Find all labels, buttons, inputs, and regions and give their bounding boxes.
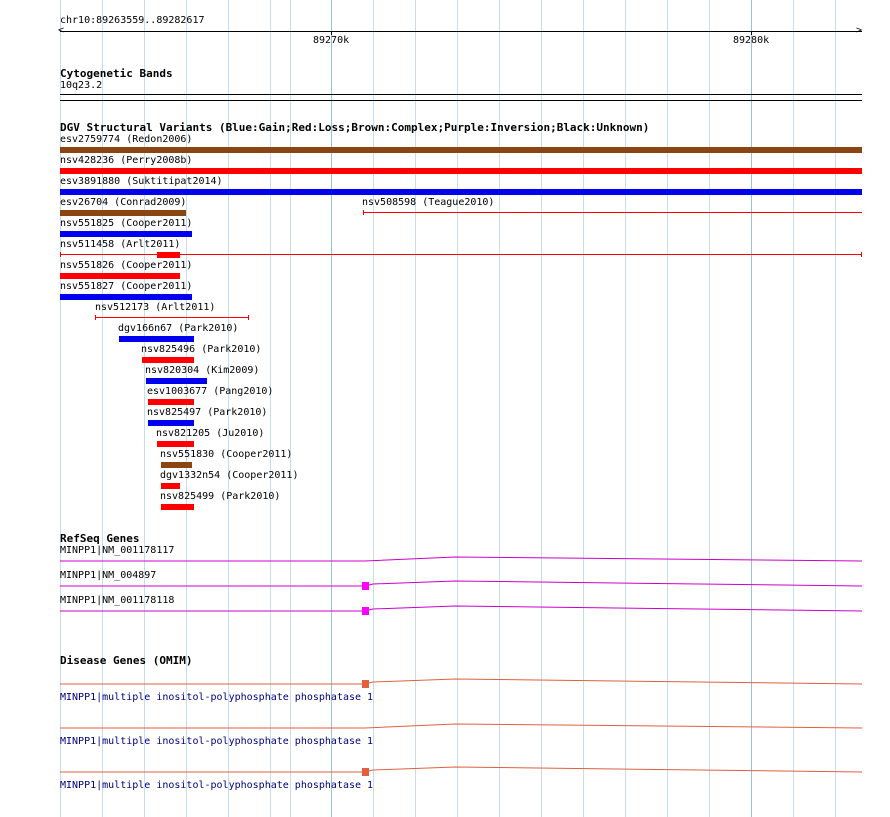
variant-label[interactable]: nsv825499 (Park2010) <box>160 491 281 502</box>
omim-gene-label[interactable]: MINPP1|multiple inositol-polyphosphate p… <box>60 692 374 703</box>
ruler-tick <box>331 31 332 35</box>
gene-intron-line[interactable] <box>60 556 863 562</box>
grid-line <box>709 0 710 817</box>
grid-line-major <box>751 0 752 817</box>
grid-line-major <box>331 0 332 817</box>
refseq-track-title: RefSeq Genes <box>60 532 140 545</box>
grid-line <box>583 0 584 817</box>
variant-feature-end <box>363 210 364 215</box>
variant-feature-block[interactable] <box>157 252 180 258</box>
variant-label[interactable]: nsv428236 (Perry2008b) <box>60 155 193 166</box>
variant-feature[interactable] <box>148 420 194 426</box>
variant-label[interactable]: esv3891880 (Suktitipat2014) <box>60 176 223 187</box>
gene-label[interactable]: MINPP1|NM_001178117 <box>60 545 175 556</box>
variant-label[interactable]: nsv511458 (Arlt2011) <box>60 239 181 250</box>
variant-feature[interactable] <box>60 189 862 195</box>
variant-label[interactable]: nsv551827 (Cooper2011) <box>60 281 193 292</box>
variant-label[interactable]: nsv551826 (Cooper2011) <box>60 260 193 271</box>
variant-feature[interactable] <box>95 317 249 318</box>
variant-feature[interactable] <box>60 273 180 279</box>
cytoband-ideogram-top <box>60 94 862 95</box>
variant-label[interactable]: nsv825497 (Park2010) <box>147 407 268 418</box>
variant-feature[interactable] <box>60 168 862 174</box>
variant-feature-end <box>95 315 96 320</box>
gene-intron-line[interactable] <box>60 580 863 587</box>
ruler-tick-label: 89280k <box>733 35 770 46</box>
omim-gene-label[interactable]: MINPP1|multiple inositol-polyphosphate p… <box>60 736 374 747</box>
grid-line <box>415 0 416 817</box>
cytoband-label: 10q23.2 <box>60 80 103 91</box>
variant-feature[interactable] <box>146 378 207 384</box>
grid-line <box>835 0 836 817</box>
cytoband-track-title: Cytogenetic Bands <box>60 67 173 80</box>
grid-line <box>541 0 542 817</box>
omim-exon[interactable] <box>362 768 369 776</box>
variant-feature[interactable] <box>148 399 194 405</box>
variant-label[interactable]: esv2759774 (Redon2006) <box>60 134 193 145</box>
variant-label[interactable]: dgv166n67 (Park2010) <box>118 323 239 334</box>
ruler-left-arrow[interactable]: < <box>58 25 65 36</box>
grid-line <box>793 0 794 817</box>
grid-line <box>228 0 229 817</box>
gene-exon[interactable] <box>362 607 369 615</box>
omim-intron-line[interactable] <box>60 678 863 685</box>
variant-label[interactable]: nsv551825 (Cooper2011) <box>60 218 193 229</box>
grid-line <box>625 0 626 817</box>
ruler-right-arrow[interactable]: > <box>856 25 863 36</box>
ruler-axis <box>60 31 862 32</box>
omim-track-title: Disease Genes (OMIM) <box>60 654 193 667</box>
variant-label[interactable]: esv26704 (Conrad2009) <box>60 197 187 208</box>
grid-line <box>667 0 668 817</box>
omim-intron-line[interactable] <box>60 766 863 773</box>
variant-feature[interactable] <box>363 212 862 213</box>
variant-feature[interactable] <box>157 441 194 447</box>
grid-line <box>499 0 500 817</box>
gene-exon[interactable] <box>362 582 369 590</box>
grid-line <box>270 0 271 817</box>
variant-label[interactable]: nsv825496 (Park2010) <box>141 344 262 355</box>
grid-line <box>144 0 145 817</box>
variant-feature[interactable] <box>119 336 194 342</box>
variant-feature[interactable] <box>60 231 192 237</box>
ruler-region-label: chr10:89263559..89282617 <box>60 15 205 26</box>
variant-feature[interactable] <box>60 294 192 300</box>
grid-line <box>102 0 103 817</box>
gene-intron-line[interactable] <box>60 605 863 612</box>
variant-label[interactable]: nsv508598 (Teague2010) <box>362 197 495 208</box>
variant-feature-end <box>861 252 862 257</box>
grid-line <box>186 0 187 817</box>
variant-feature-end <box>60 252 61 257</box>
variant-label[interactable]: nsv820304 (Kim2009) <box>145 365 260 376</box>
variant-feature[interactable] <box>60 210 186 216</box>
variant-feature[interactable] <box>161 504 194 510</box>
gene-label[interactable]: MINPP1|NM_004897 <box>60 570 157 581</box>
variant-label[interactable]: dgv1332n54 (Cooper2011) <box>160 470 299 481</box>
cytoband-ideogram-bottom <box>60 100 862 101</box>
variant-label[interactable]: nsv551830 (Cooper2011) <box>160 449 293 460</box>
gene-label[interactable]: MINPP1|NM_001178118 <box>60 595 175 606</box>
variant-feature[interactable] <box>161 462 192 468</box>
ruler-tick-label: 89270k <box>313 35 350 46</box>
variant-feature[interactable] <box>142 357 194 363</box>
grid-line <box>373 0 374 817</box>
variant-feature[interactable] <box>60 147 862 153</box>
variant-label[interactable]: esv1003677 (Pang2010) <box>147 386 274 397</box>
grid-line <box>290 0 291 817</box>
variant-feature[interactable] <box>161 483 180 489</box>
variant-feature[interactable] <box>60 254 862 255</box>
variant-label[interactable]: nsv512173 (Arlt2011) <box>95 302 216 313</box>
ruler-tick <box>751 31 752 35</box>
dgv-track-title: DGV Structural Variants (Blue:Gain;Red:L… <box>60 121 650 134</box>
grid-line <box>457 0 458 817</box>
omim-intron-line[interactable] <box>60 723 863 729</box>
variant-feature-end <box>248 315 249 320</box>
omim-exon[interactable] <box>362 680 369 688</box>
variant-label[interactable]: nsv821205 (Ju2010) <box>156 428 265 439</box>
omim-gene-label[interactable]: MINPP1|multiple inositol-polyphosphate p… <box>60 780 374 791</box>
grid-line <box>60 0 61 817</box>
